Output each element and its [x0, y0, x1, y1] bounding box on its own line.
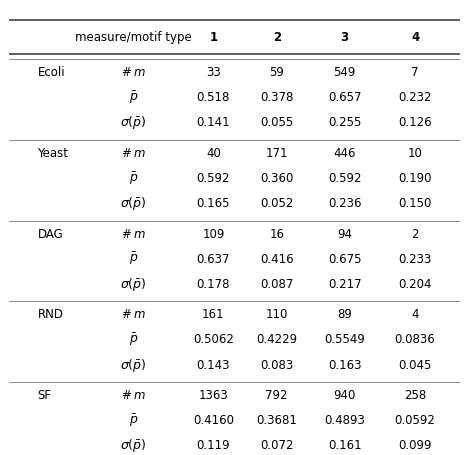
Text: 0.190: 0.190 [398, 172, 432, 185]
Text: 0.233: 0.233 [398, 252, 432, 265]
Text: 0.163: 0.163 [328, 358, 362, 371]
Text: 0.0592: 0.0592 [394, 413, 436, 426]
Text: 0.416: 0.416 [260, 252, 294, 265]
Text: 4: 4 [411, 31, 419, 44]
Text: 0.217: 0.217 [328, 277, 362, 290]
Text: 0.126: 0.126 [398, 116, 432, 129]
Text: SF: SF [38, 388, 52, 401]
Text: 171: 171 [265, 147, 288, 160]
Text: 940: 940 [333, 388, 356, 401]
Text: $\bar{p}$: $\bar{p}$ [129, 411, 138, 428]
Text: 792: 792 [265, 388, 288, 401]
Text: 0.0836: 0.0836 [395, 333, 435, 346]
Text: # $m$: # $m$ [121, 308, 146, 321]
Text: 0.141: 0.141 [197, 116, 230, 129]
Text: $\sigma(\bar{p})$: $\sigma(\bar{p})$ [121, 356, 147, 373]
Text: $\bar{p}$: $\bar{p}$ [129, 89, 138, 106]
Text: 0.055: 0.055 [260, 116, 293, 129]
Text: 0.378: 0.378 [260, 91, 294, 104]
Text: 0.099: 0.099 [398, 438, 432, 451]
Text: DAG: DAG [38, 227, 63, 240]
Text: 549: 549 [333, 66, 356, 79]
Text: 0.165: 0.165 [197, 197, 230, 210]
Text: $\sigma(\bar{p})$: $\sigma(\bar{p})$ [121, 195, 147, 212]
Text: # $m$: # $m$ [121, 66, 146, 79]
Text: 0.5062: 0.5062 [193, 333, 234, 346]
Text: RND: RND [38, 308, 63, 321]
Text: 0.4160: 0.4160 [193, 413, 234, 426]
Text: 0.052: 0.052 [260, 197, 294, 210]
Text: 16: 16 [269, 227, 284, 240]
Text: 0.518: 0.518 [197, 91, 230, 104]
Text: 0.675: 0.675 [328, 252, 362, 265]
Text: $\sigma(\bar{p})$: $\sigma(\bar{p})$ [121, 114, 147, 131]
Text: 0.657: 0.657 [328, 91, 362, 104]
Text: 0.150: 0.150 [398, 197, 432, 210]
Text: 0.161: 0.161 [328, 438, 362, 451]
Text: 94: 94 [337, 227, 352, 240]
Text: 446: 446 [333, 147, 356, 160]
Text: 110: 110 [265, 308, 288, 321]
Text: 0.592: 0.592 [197, 172, 230, 185]
Text: # $m$: # $m$ [121, 147, 146, 160]
Text: $\sigma(\bar{p})$: $\sigma(\bar{p})$ [121, 436, 147, 453]
Text: 3: 3 [340, 31, 349, 44]
Text: 0.4893: 0.4893 [324, 413, 365, 426]
Text: $\sigma(\bar{p})$: $\sigma(\bar{p})$ [121, 275, 147, 292]
Text: 0.360: 0.360 [260, 172, 294, 185]
Text: 1363: 1363 [198, 388, 228, 401]
Text: $\bar{p}$: $\bar{p}$ [129, 331, 138, 348]
Text: 0.119: 0.119 [197, 438, 230, 451]
Text: 4: 4 [411, 308, 419, 321]
Text: # $m$: # $m$ [121, 227, 146, 240]
Text: 0.143: 0.143 [197, 358, 230, 371]
Text: 1: 1 [209, 31, 218, 44]
Text: 2: 2 [272, 31, 281, 44]
Text: 40: 40 [206, 147, 221, 160]
Text: 0.083: 0.083 [260, 358, 293, 371]
Text: 0.204: 0.204 [398, 277, 432, 290]
Text: 0.637: 0.637 [197, 252, 230, 265]
Text: $\bar{p}$: $\bar{p}$ [129, 170, 138, 187]
Text: measure/motif type: measure/motif type [76, 31, 192, 44]
Text: 2: 2 [411, 227, 419, 240]
Text: 0.178: 0.178 [197, 277, 230, 290]
Text: 258: 258 [404, 388, 426, 401]
Text: 33: 33 [206, 66, 221, 79]
Text: 0.4229: 0.4229 [256, 333, 297, 346]
Text: 0.255: 0.255 [328, 116, 362, 129]
Text: 161: 161 [202, 308, 225, 321]
Text: 0.5549: 0.5549 [324, 333, 365, 346]
Text: 0.3681: 0.3681 [256, 413, 297, 426]
Text: # $m$: # $m$ [121, 388, 146, 401]
Text: 0.087: 0.087 [260, 277, 294, 290]
Text: 0.236: 0.236 [328, 197, 362, 210]
Text: Yeast: Yeast [38, 147, 68, 160]
Text: 59: 59 [269, 66, 284, 79]
Text: 7: 7 [411, 66, 419, 79]
Text: 0.072: 0.072 [260, 438, 294, 451]
Text: 89: 89 [337, 308, 352, 321]
Text: 109: 109 [202, 227, 225, 240]
Text: 0.592: 0.592 [328, 172, 362, 185]
Text: Ecoli: Ecoli [38, 66, 65, 79]
Text: 0.232: 0.232 [398, 91, 432, 104]
Text: $\bar{p}$: $\bar{p}$ [129, 250, 138, 267]
Text: 0.045: 0.045 [398, 358, 432, 371]
Text: 10: 10 [408, 147, 423, 160]
